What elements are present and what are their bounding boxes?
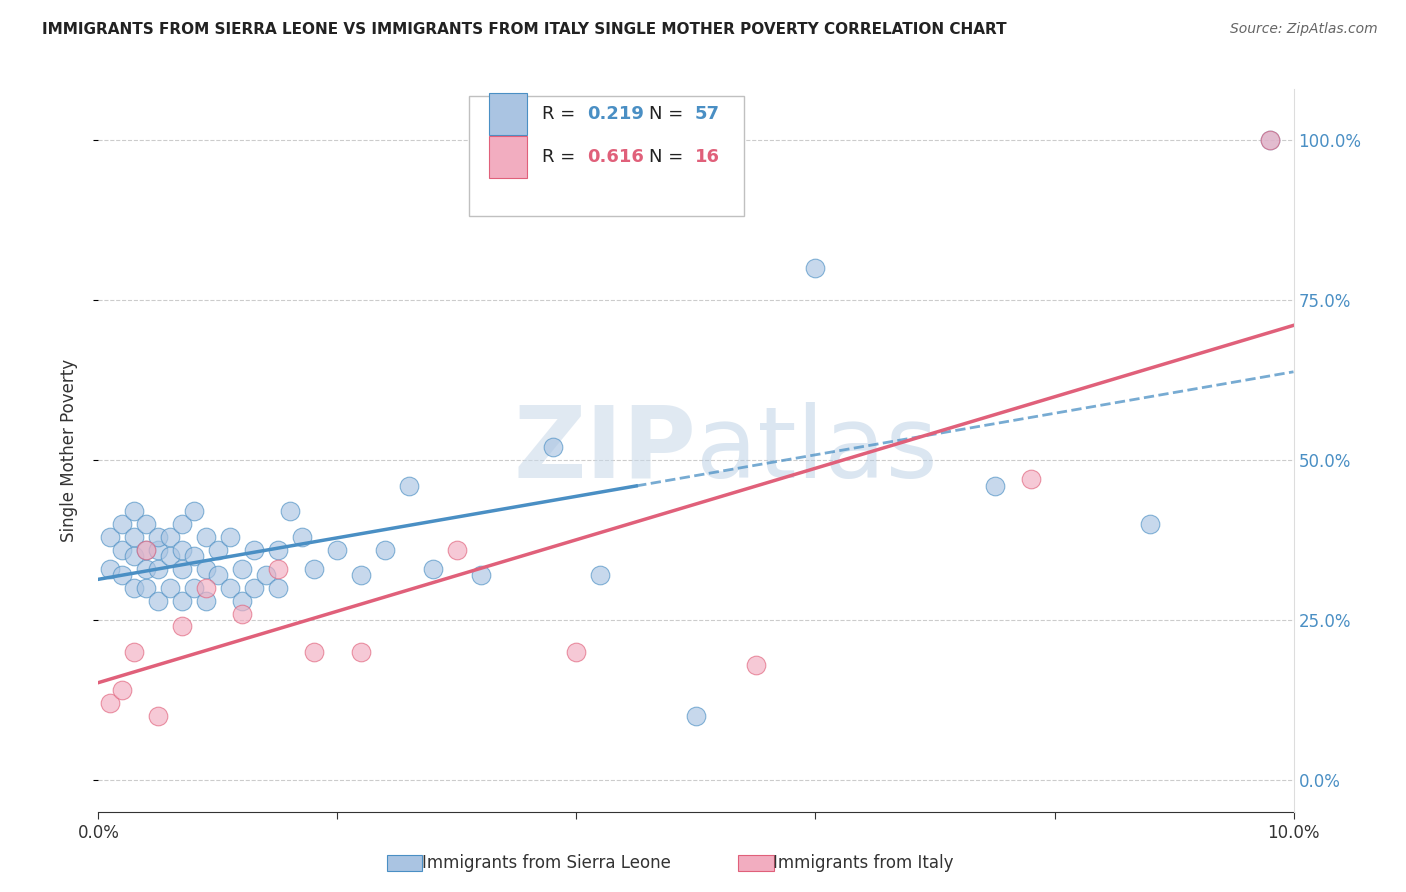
Text: atlas: atlas: [696, 402, 938, 499]
Text: 0.616: 0.616: [588, 148, 644, 166]
Text: 0.219: 0.219: [588, 104, 644, 123]
Point: [124, 581, 146, 595]
Text: IMMIGRANTS FROM SIERRA LEONE VS IMMIGRANTS FROM ITALY SINGLE MOTHER POVERTY CORR: IMMIGRANTS FROM SIERRA LEONE VS IMMIGRAN…: [42, 22, 1007, 37]
Point: [219, 530, 242, 544]
Point: [398, 478, 420, 492]
Point: [172, 619, 194, 633]
Point: [183, 504, 205, 518]
Point: [195, 593, 218, 607]
Point: [124, 549, 146, 563]
Text: Immigrants from Italy: Immigrants from Italy: [773, 855, 953, 872]
Point: [111, 568, 134, 582]
Text: N =: N =: [650, 148, 689, 166]
Point: [159, 549, 181, 563]
Point: [124, 504, 146, 518]
Point: [267, 562, 290, 576]
FancyBboxPatch shape: [489, 93, 527, 135]
Point: [350, 645, 373, 659]
Point: [148, 593, 170, 607]
Point: [565, 645, 588, 659]
Point: [159, 581, 181, 595]
Point: [111, 516, 134, 531]
Point: [470, 568, 492, 582]
Point: [1019, 472, 1042, 486]
Point: [231, 593, 253, 607]
Text: R =: R =: [541, 104, 581, 123]
FancyBboxPatch shape: [489, 136, 527, 178]
FancyBboxPatch shape: [738, 855, 773, 871]
Point: [195, 530, 218, 544]
Point: [984, 478, 1007, 492]
Point: [172, 542, 194, 557]
Text: ZIP: ZIP: [513, 402, 696, 499]
Point: [195, 581, 218, 595]
Point: [148, 562, 170, 576]
Text: R =: R =: [541, 148, 581, 166]
Point: [243, 581, 266, 595]
Point: [267, 581, 290, 595]
Point: [1139, 516, 1161, 531]
Text: 57: 57: [695, 104, 720, 123]
Text: 16: 16: [695, 148, 720, 166]
Point: [374, 542, 396, 557]
Point: [541, 440, 564, 454]
Point: [302, 645, 325, 659]
Point: [231, 607, 253, 621]
Text: Immigrants from Sierra Leone: Immigrants from Sierra Leone: [422, 855, 671, 872]
FancyBboxPatch shape: [387, 855, 422, 871]
Point: [124, 530, 146, 544]
Point: [278, 504, 301, 518]
Point: [326, 542, 349, 557]
Point: [243, 542, 266, 557]
Point: [111, 542, 134, 557]
Point: [148, 530, 170, 544]
Point: [135, 542, 157, 557]
Point: [804, 261, 827, 276]
Text: N =: N =: [650, 104, 689, 123]
Point: [254, 568, 277, 582]
Point: [172, 593, 194, 607]
Point: [135, 562, 157, 576]
Point: [207, 542, 229, 557]
Y-axis label: Single Mother Poverty: Single Mother Poverty: [59, 359, 77, 542]
Point: [1258, 133, 1281, 147]
Point: [98, 562, 122, 576]
Point: [148, 542, 170, 557]
Point: [124, 645, 146, 659]
FancyBboxPatch shape: [470, 96, 744, 216]
Point: [195, 562, 218, 576]
Point: [422, 562, 444, 576]
Point: [98, 530, 122, 544]
Point: [111, 683, 134, 698]
Point: [98, 696, 122, 710]
Text: Source: ZipAtlas.com: Source: ZipAtlas.com: [1230, 22, 1378, 37]
Point: [148, 708, 170, 723]
Point: [172, 516, 194, 531]
Point: [159, 530, 181, 544]
Point: [231, 562, 253, 576]
Point: [219, 581, 242, 595]
Point: [350, 568, 373, 582]
Point: [135, 516, 157, 531]
Point: [135, 542, 157, 557]
Point: [302, 562, 325, 576]
Point: [135, 581, 157, 595]
Point: [446, 542, 468, 557]
Point: [267, 542, 290, 557]
Point: [172, 562, 194, 576]
Point: [685, 708, 707, 723]
Point: [207, 568, 229, 582]
Point: [183, 549, 205, 563]
Point: [291, 530, 314, 544]
Point: [745, 657, 768, 672]
Point: [1258, 133, 1281, 147]
Point: [183, 581, 205, 595]
Point: [589, 568, 612, 582]
